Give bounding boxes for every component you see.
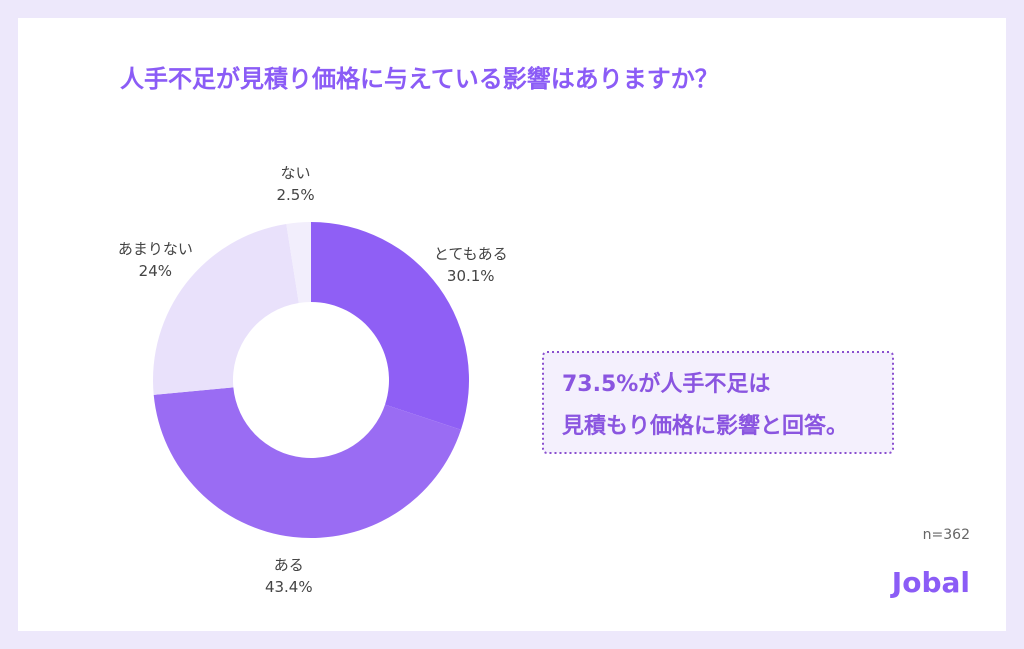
callout-box bbox=[542, 351, 894, 454]
donut-segment bbox=[153, 387, 461, 539]
segment-label: ない bbox=[281, 164, 311, 182]
callout-text: 見積もり価格に影響と回答。 bbox=[562, 413, 848, 439]
value-label: 43.4% bbox=[265, 578, 313, 596]
chart-title: 人手不足が見積り価格に与えている影響はありますか？ bbox=[120, 65, 719, 93]
callout-text: 73.5%が人手不足は bbox=[562, 371, 770, 397]
segment-label: とてもある bbox=[434, 245, 508, 263]
donut-segment bbox=[286, 222, 311, 303]
donut-segment bbox=[152, 223, 299, 395]
value-label: 2.5% bbox=[276, 186, 314, 204]
donut-segment bbox=[311, 222, 469, 430]
value-label: 24% bbox=[139, 262, 172, 280]
value-label: 30.1% bbox=[447, 267, 495, 285]
sample-note: n=362 bbox=[923, 527, 970, 543]
segment-label: あまりない bbox=[118, 240, 193, 258]
segment-label: ある bbox=[274, 556, 304, 574]
brand-logo: Jobal bbox=[890, 566, 970, 599]
